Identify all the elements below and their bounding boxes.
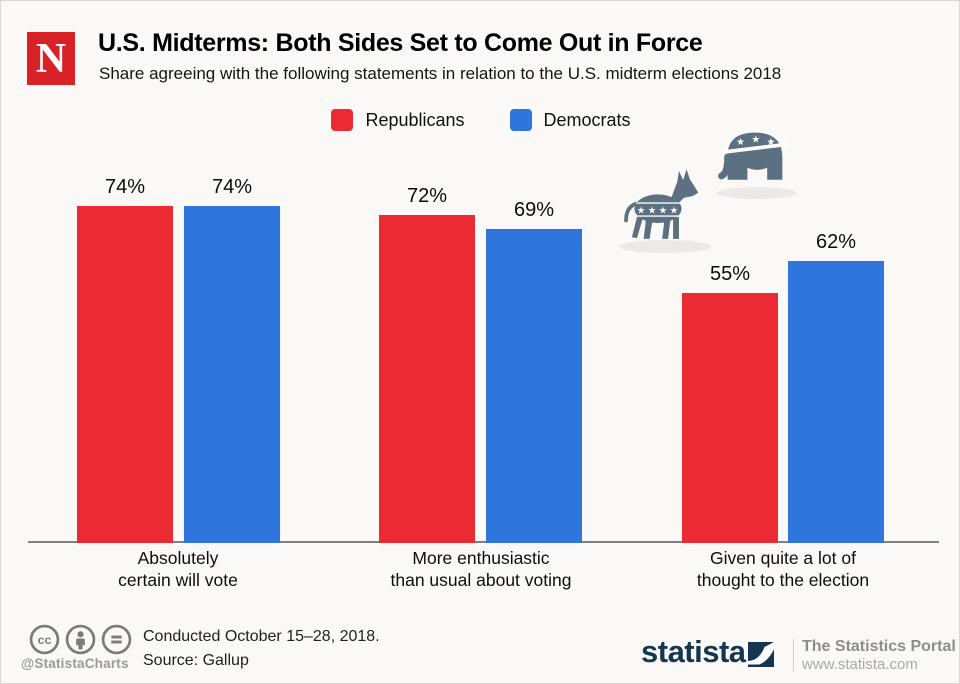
category-label: Absolutely certain will vote: [118, 548, 238, 590]
bar-value-label: 69%: [513, 199, 555, 221]
chart-title: U.S. Midterms: Both Sides Set to Come Ou…: [98, 29, 703, 57]
source-note: Source: Gallup: [143, 652, 249, 669]
svg-text:★: ★: [659, 205, 668, 216]
creative-commons-icons: cc: [29, 624, 132, 655]
statista-swoosh-icon: [748, 642, 774, 672]
statista-website: www.statista.com: [802, 656, 918, 673]
donkey-shadow: [619, 240, 711, 253]
bar-republicans-group2: [379, 215, 475, 543]
footer-divider: [793, 639, 794, 671]
equals-icon: [101, 624, 132, 655]
bar-democrats-group1: [184, 206, 280, 543]
svg-text:cc: cc: [38, 633, 52, 647]
statista-wordmark: statista: [641, 634, 746, 669]
bar-value-label: 72%: [406, 185, 448, 207]
statista-charts-handle: @StatistaCharts: [21, 656, 129, 671]
bar-value-label: 62%: [815, 231, 857, 253]
x-axis-line: [28, 541, 939, 543]
newsweek-n-icon: N: [35, 35, 67, 82]
bar-value-label: 74%: [104, 176, 146, 198]
republicans-swatch-icon: [331, 109, 354, 131]
bar-value-label: 74%: [211, 176, 253, 198]
svg-text:★: ★: [637, 205, 646, 216]
democrats-swatch-icon: [509, 109, 532, 131]
newsweek-logo: N: [27, 32, 75, 85]
republican-elephant-icon: ★ ★ ★: [717, 128, 793, 197]
svg-text:★: ★: [670, 205, 679, 216]
svg-text:★: ★: [736, 137, 745, 148]
chart-legend: Republicans Democrats: [1, 109, 959, 131]
legend-item-republicans: Republicans: [331, 109, 465, 131]
svg-text:★: ★: [767, 137, 776, 148]
category-label: More enthusiastic than usual about votin…: [390, 548, 572, 590]
bar-republicans-group3: [682, 293, 778, 543]
svg-text:★: ★: [751, 135, 760, 146]
svg-text:★: ★: [648, 205, 657, 216]
bar-republicans-group1: [77, 206, 173, 543]
attribution-icon: [65, 624, 96, 655]
bar-democrats-group3: [788, 261, 884, 543]
statista-tagline: The Statistics Portal: [802, 638, 956, 655]
democratic-donkey-icon: ★ ★ ★ ★: [621, 165, 705, 254]
category-label: Given quite a lot of thought to the elec…: [696, 548, 870, 590]
bar-democrats-group2: [486, 229, 582, 543]
cc-icon: cc: [29, 624, 60, 655]
bar-value-label: 55%: [709, 263, 751, 285]
legend-item-democrats: Democrats: [509, 109, 631, 131]
chart-subtitle: Share agreeing with the following statem…: [99, 64, 782, 83]
legend-label-republicans: Republicans: [365, 109, 465, 130]
survey-date-note: Conducted October 15–28, 2018.: [143, 628, 380, 645]
elephant-shadow: [717, 187, 797, 199]
legend-label-democrats: Democrats: [543, 109, 631, 130]
